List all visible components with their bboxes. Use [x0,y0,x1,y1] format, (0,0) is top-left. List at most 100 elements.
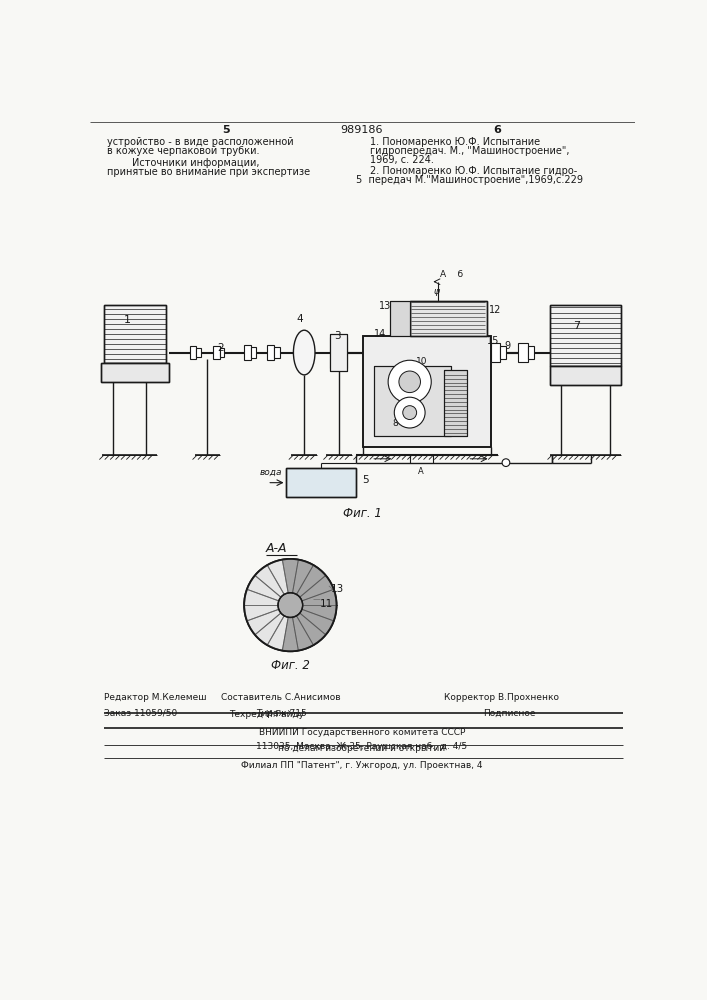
Polygon shape [267,616,288,651]
Text: вода: вода [259,467,282,476]
Polygon shape [296,613,326,645]
Polygon shape [247,575,281,601]
Text: 113035, Москва, Ж-35, Раушская наб., д. 4/5: 113035, Москва, Ж-35, Раушская наб., д. … [257,742,467,751]
Bar [219,348,224,357]
Text: ВНИИПИ Государственного комитета СССР: ВНИИПИ Государственного комитета СССР [259,728,465,737]
Circle shape [502,459,510,466]
Text: 1969, с. 224.: 1969, с. 224. [370,155,433,165]
Text: 15: 15 [486,336,499,346]
Text: Корректор В.Прохненко: Корректор В.Прохненко [444,693,559,702]
Text: Тираж 715: Тираж 715 [256,709,306,718]
Polygon shape [255,565,284,597]
Circle shape [278,593,303,617]
Polygon shape [255,613,284,645]
Bar [491,343,500,362]
Bar [518,343,527,362]
Text: 11: 11 [320,599,333,609]
Circle shape [244,559,337,651]
Bar [409,301,486,336]
Polygon shape [302,589,337,605]
Polygon shape [247,609,281,635]
Bar [363,336,491,447]
Text: Филиал ПП "Патент", г. Ужгород, ул. Проектнав, 4: Филиал ПП "Патент", г. Ужгород, ул. Прое… [241,761,483,770]
Text: 2. Пономаренко Ю.Ф. Испытание гидро-: 2. Пономаренко Ю.Ф. Испытание гидро- [370,166,577,176]
Text: 13: 13 [330,584,344,594]
Polygon shape [296,565,326,597]
Bar [390,301,409,336]
Bar [550,366,621,385]
Bar [286,468,356,497]
Bar [550,305,621,366]
Bar [286,468,356,497]
Polygon shape [293,560,313,594]
Circle shape [395,397,425,428]
Polygon shape [302,605,337,621]
Polygon shape [267,560,288,594]
Bar [267,345,274,360]
Bar [190,346,197,359]
Polygon shape [300,575,334,601]
Bar [500,346,506,359]
Text: 9: 9 [504,341,510,351]
Text: в кожухе черпаковой трубки.: в кожухе черпаковой трубки. [107,146,259,156]
Bar [527,346,534,359]
Bar [214,346,219,359]
Circle shape [403,406,416,420]
Text: ψ: ψ [433,287,440,296]
Bar [101,363,169,382]
Bar [244,345,251,360]
Polygon shape [244,605,279,621]
Text: 989186: 989186 [341,125,383,135]
Polygon shape [300,609,334,635]
Text: 1. Пономаренко Ю.Ф. Испытание: 1. Пономаренко Ю.Ф. Испытание [370,137,539,147]
Bar [330,334,347,371]
Text: Фиг. 2: Фиг. 2 [271,659,310,672]
Text: 4: 4 [296,314,303,324]
Bar [330,337,347,368]
Text: 14: 14 [373,329,386,339]
Text: 3: 3 [334,331,341,341]
Polygon shape [282,617,298,651]
Text: 13: 13 [379,301,391,311]
Text: по делам изобретений и открытий: по делам изобретений и открытий [279,744,445,753]
Text: Составитель С.Анисимов: Составитель С.Анисимов [221,693,341,702]
Text: устройство - в виде расположенной: устройство - в виде расположенной [107,137,293,147]
Circle shape [388,360,431,403]
Text: 6: 6 [493,125,501,135]
Text: 10: 10 [416,357,427,366]
Bar [330,334,347,371]
Bar [444,370,467,436]
Text: 5: 5 [362,475,368,485]
Bar [390,301,409,336]
Bar [363,336,491,447]
Text: Фиг. 1: Фиг. 1 [342,507,381,520]
Bar [550,305,621,366]
Bar [104,305,165,363]
Bar [251,347,257,358]
Text: А: А [419,466,424,476]
Ellipse shape [293,330,315,375]
Text: 1: 1 [124,315,131,325]
Bar [104,305,165,363]
Bar [550,366,621,385]
Text: принятые во внимание при экспертизе: принятые во внимание при экспертизе [107,167,310,177]
Text: Подписное: Подписное [483,709,535,718]
Text: Источники информации,: Источники информации, [132,158,260,168]
Text: 5: 5 [223,125,230,135]
Bar [274,347,279,358]
Polygon shape [293,616,313,651]
Text: Редактор М.Келемеш: Редактор М.Келемеш [104,693,206,702]
Text: 8: 8 [393,419,399,428]
Text: Заказ 11059/50: Заказ 11059/50 [104,709,177,718]
Text: 5  передач М."Машиностроение",1969,с.229: 5 передач М."Машиностроение",1969,с.229 [356,175,583,185]
Text: гидропередач. М., "Машиностроение",: гидропередач. М., "Машиностроение", [370,146,569,156]
Text: 12: 12 [489,305,501,315]
Text: А    б: А б [440,270,463,279]
Polygon shape [282,559,298,593]
Bar [409,301,486,336]
Text: 2: 2 [217,343,224,353]
Text: Техред И.Гайду: Техред И.Гайду [229,710,304,719]
Text: 7: 7 [573,321,580,331]
Bar [197,348,201,357]
Polygon shape [244,589,279,605]
